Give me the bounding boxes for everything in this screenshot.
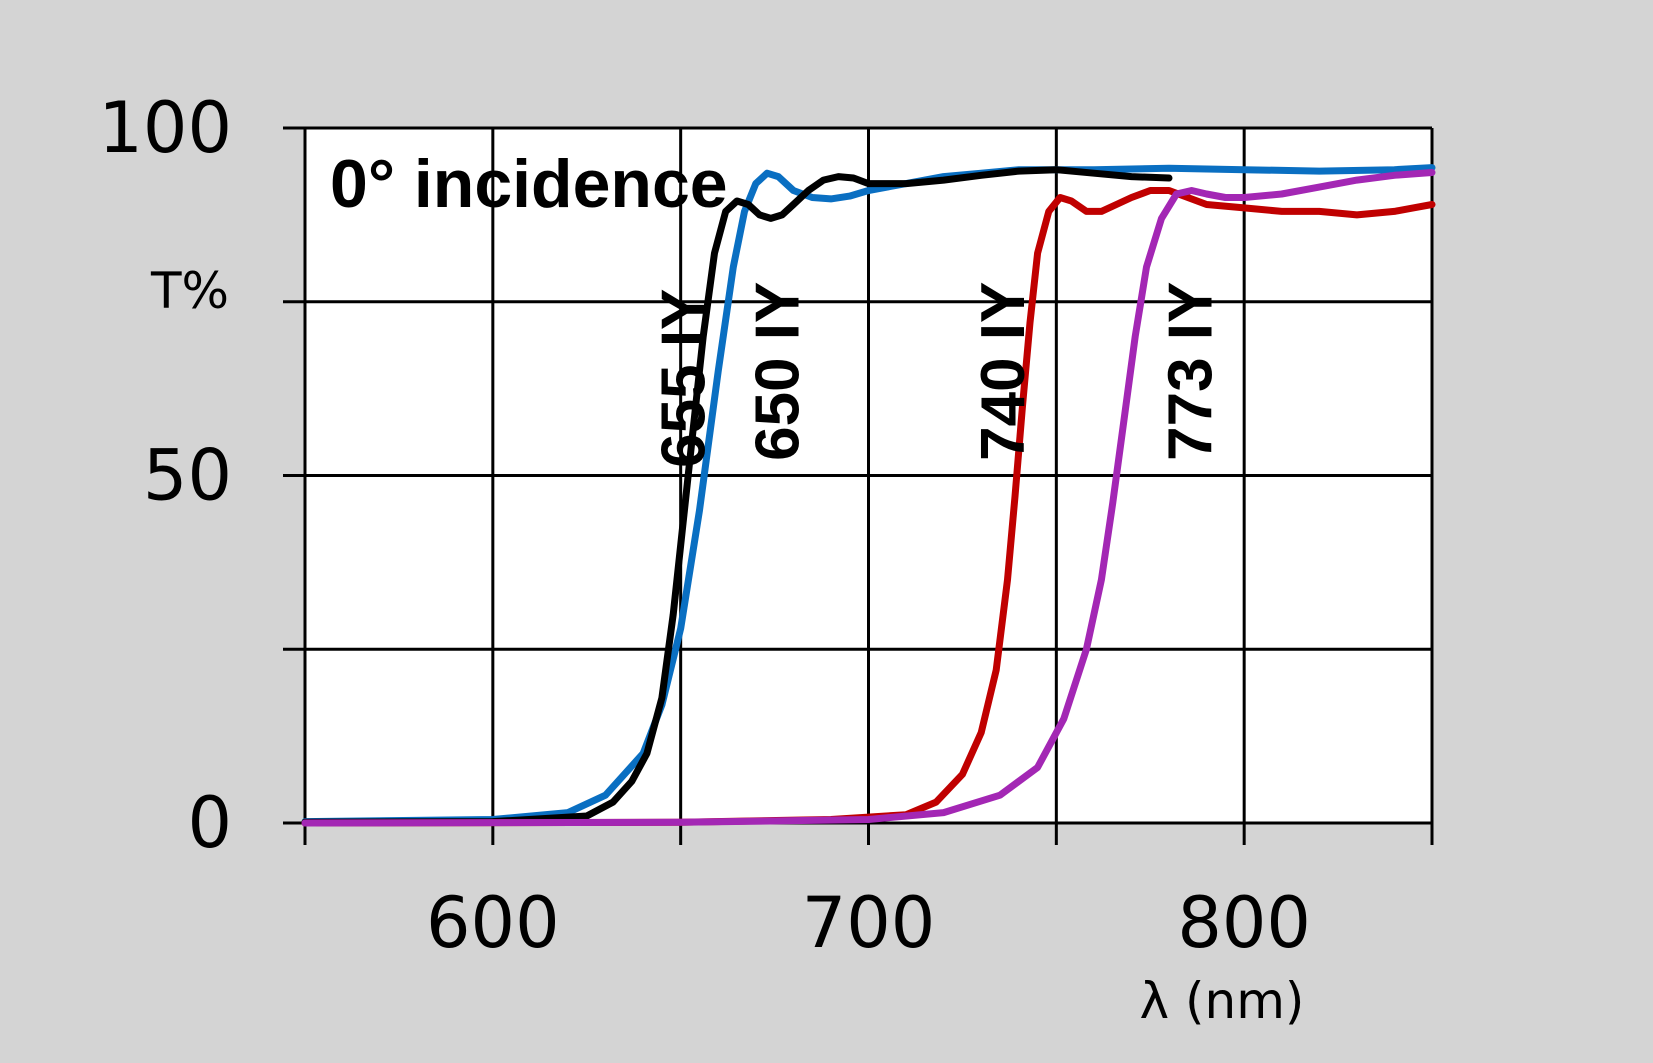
x-tick-label: 700 (802, 882, 936, 964)
series-line (301, 166, 1173, 826)
x-tick-label: 600 (426, 882, 560, 964)
y-tick-label: 50 (143, 435, 232, 517)
y-axis-label: T% (150, 262, 229, 320)
chart-annotation: 0° incidence (330, 146, 728, 222)
series-layer (301, 164, 1436, 827)
series-label: 655 IY (650, 289, 719, 468)
series-line (301, 169, 1436, 827)
y-tick-label: 100 (98, 87, 232, 169)
x-axis-label: λ (nm) (1140, 972, 1305, 1030)
series-line (301, 187, 1436, 827)
series-label: 773 IY (1157, 282, 1226, 461)
series-label: 650 IY (743, 282, 812, 461)
y-tick-label: 0 (187, 782, 232, 864)
series-label: 740 IY (969, 282, 1038, 461)
series-label-layer: 650 IY 655 IY 740 IY 773 IY (650, 282, 1226, 468)
x-tick-label: 800 (1177, 882, 1311, 964)
tick-layer: 600 700 800 0 50 100 (98, 87, 1311, 964)
